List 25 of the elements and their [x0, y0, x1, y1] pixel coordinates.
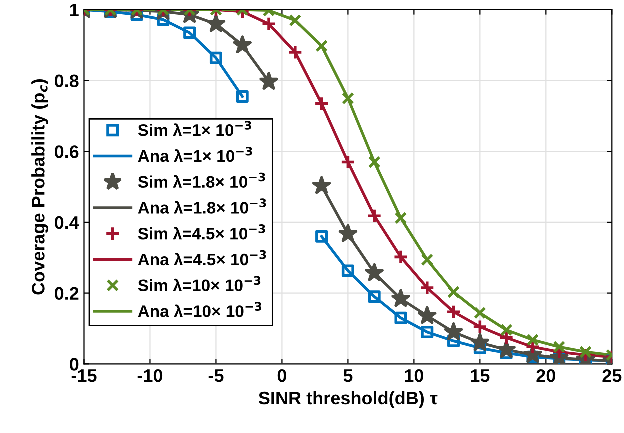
- x-tick-label: 15: [471, 370, 490, 382]
- legend-label: Sim λ=1.8× 10$^{−3}$: [138, 172, 266, 188]
- x-tick-label: -10: [138, 369, 163, 382]
- y-tick-label: 0.6: [54, 146, 79, 158]
- legend-label: Ana λ=1.8× 10$^{−3}$: [138, 198, 266, 214]
- x-tick-label: 20: [536, 369, 556, 382]
- x-axis-title: SINR threshold(dB) τ: [258, 391, 438, 408]
- x-tick-label: -5: [208, 370, 224, 382]
- x-tick-label: 5: [344, 370, 353, 382]
- legend-label: Ana λ=4.5× 10$^{−3}$: [138, 250, 266, 266]
- y-tick-label: 0.2: [54, 287, 79, 300]
- legend-label: Ana λ=10× 10$^{−3}$: [138, 302, 262, 318]
- legend-label: Ana λ=1× 10$^{−3}$: [138, 146, 252, 162]
- y-tick-label: 0.8: [54, 74, 79, 88]
- y-tick-label: 0: [70, 358, 79, 371]
- legend-label: Sim λ=4.5× 10$^{−3}$: [138, 224, 266, 240]
- y-axis-title: Coverage Probability (p$_{c}$): [32, 80, 48, 295]
- x-tick-label: -15: [72, 370, 97, 382]
- x-tick-label: 25: [602, 369, 622, 382]
- y-tick-label: 0.4: [54, 216, 80, 230]
- legend-label: Sim λ=1× 10$^{−3}$: [138, 121, 252, 136]
- legend-label: Sim λ=10× 10$^{−3}$: [138, 276, 261, 292]
- x-tick-label: 0: [278, 369, 286, 382]
- y-tick-label: 1: [70, 4, 79, 16]
- x-tick-label: 10: [405, 369, 424, 382]
